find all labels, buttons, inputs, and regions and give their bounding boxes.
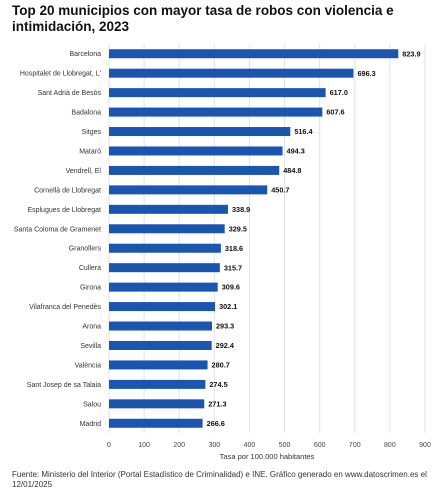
bar — [109, 49, 399, 59]
value-label: 266.6 — [207, 419, 225, 428]
category-label: Sant Adrià de Besòs — [38, 90, 102, 97]
category-label: Sevilla — [80, 343, 101, 350]
value-label: 318.6 — [225, 244, 243, 253]
value-label: 293.3 — [216, 322, 234, 331]
value-label: 484.8 — [283, 166, 301, 175]
category-label: Hospitalet de Llobregat, L' — [20, 71, 101, 78]
value-label: 617.0 — [330, 88, 348, 97]
category-label: Salou — [83, 401, 101, 408]
value-label: 607.6 — [326, 108, 344, 117]
bar — [109, 127, 291, 137]
value-label: 338.9 — [232, 205, 250, 214]
bar — [109, 107, 323, 117]
value-label: 494.3 — [287, 147, 305, 156]
x-tick-label: 100 — [138, 442, 150, 449]
bar — [109, 340, 212, 350]
x-tick-label: 600 — [314, 442, 326, 449]
bar — [109, 185, 268, 195]
category-label: Vendrell, El — [66, 168, 102, 175]
bar — [109, 282, 218, 292]
bar — [109, 321, 212, 331]
category-label: Santa Coloma de Gramenet — [14, 226, 101, 233]
value-label: 329.5 — [229, 224, 247, 233]
bar — [109, 204, 228, 214]
chart-title: Top 20 municipios con mayor tasa de robo… — [12, 3, 394, 34]
x-tick-label: 400 — [244, 442, 256, 449]
value-label: 302.1 — [219, 302, 237, 311]
category-label: València — [75, 362, 101, 369]
value-label: 292.4 — [216, 341, 235, 350]
value-label: 823.9 — [402, 49, 420, 58]
value-label: 280.7 — [212, 361, 230, 370]
value-label: 516.4 — [294, 127, 313, 136]
category-label: Madrid — [80, 421, 102, 428]
x-tick-label: 900 — [419, 442, 431, 449]
category-label: Granollers — [69, 246, 102, 253]
bar — [109, 165, 280, 175]
category-label: Esplugues de Llobregat — [27, 207, 101, 214]
bar — [109, 146, 283, 156]
value-label: 274.5 — [209, 380, 227, 389]
bar — [109, 360, 208, 370]
category-label: Vilafranca del Penedès — [29, 304, 101, 311]
bar — [109, 224, 225, 234]
value-label: 696.3 — [357, 69, 375, 78]
x-tick-label: 0 — [107, 442, 111, 449]
bar — [109, 302, 216, 312]
bar — [109, 243, 221, 253]
value-label: 450.7 — [271, 185, 289, 194]
bar — [109, 68, 354, 78]
x-tick-label: 200 — [173, 442, 185, 449]
category-label: Badalona — [71, 110, 101, 117]
value-label: 271.3 — [208, 399, 226, 408]
category-label: Arona — [82, 324, 101, 331]
bar — [109, 88, 326, 98]
bar — [109, 418, 203, 428]
category-label: Cornellà de Llobregat — [34, 187, 101, 194]
bar-chart: 0 100 200 300 400 500 600 700 800 900 Tasa por 100… — [14, 44, 431, 461]
bar — [109, 379, 206, 389]
category-label: Barcelona — [69, 51, 101, 58]
x-tick-label: 500 — [279, 442, 291, 449]
bar — [109, 399, 205, 409]
category-label: Girona — [80, 285, 101, 292]
category-label: Mataró — [79, 148, 101, 155]
x-tick-label: 300 — [208, 442, 220, 449]
value-label: 309.6 — [222, 283, 240, 292]
chart-footer: Fuente: Ministerio del Interior (Portal … — [12, 470, 427, 489]
bar — [109, 263, 220, 273]
category-label: Sitges — [82, 129, 102, 136]
x-tick-label: 800 — [384, 442, 396, 449]
x-axis-label: Tasa por 100.000 habitantes — [220, 452, 315, 461]
x-tick-label: 700 — [349, 442, 361, 449]
category-label: Cullera — [79, 265, 101, 272]
value-label: 315.7 — [224, 263, 242, 272]
category-label: Sant Josep de sa Talaia — [27, 382, 101, 389]
